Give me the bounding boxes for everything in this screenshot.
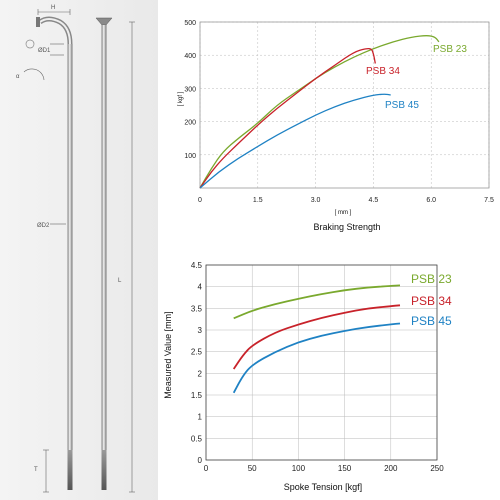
x-tick-label: 7.5 [484, 197, 494, 204]
series-label-psb-34: PSB 34 [366, 66, 400, 77]
y-tick-label: 4.5 [191, 261, 203, 270]
series-line-psb-23 [233, 284, 401, 320]
straight-spoke [95, 17, 113, 490]
series-line-psb-45 [232, 322, 401, 394]
label-alpha: α [16, 74, 20, 80]
y-tick-label: 500 [184, 20, 196, 27]
dimension-lines [23, 9, 135, 493]
series-line-psb-34 [199, 47, 376, 189]
x-tick-label: 100 [292, 464, 306, 473]
j-bend-spoke [36, 16, 73, 490]
series-label-psb-23: PSB 23 [411, 272, 452, 286]
y-tick-label: 200 [184, 120, 196, 127]
braking-strength-plot: 0 1.5 3.0 4.5 6.0 7.5 100 200 300 400 500 PSB 23 PSB… [184, 20, 494, 204]
chart1-ylabel: Measured Value [mm] [163, 311, 173, 398]
series-line-psb-23 [199, 35, 440, 189]
y-tick-label: 4 [198, 283, 203, 292]
label-d2: ØD2 [37, 223, 50, 229]
spoke-diagram-panel: H ØD1 α ØD2 L T [0, 0, 158, 500]
label-h: H [51, 5, 55, 11]
x-tick-label: 0 [204, 464, 209, 473]
y-tick-label: 1 [198, 413, 203, 422]
measured-value-plot: 0 50 100 150 200 250 0 0.5 1 1.5 2 2.5 3 3.5 4 4.5 PSB 2… [191, 261, 452, 473]
y-tick-label: 3.5 [191, 304, 203, 313]
x-tick-label: 150 [338, 464, 352, 473]
y-tick-label: 3 [198, 326, 203, 335]
x-tick-label: 4.5 [369, 197, 379, 204]
x-tick-label: 1.5 [253, 197, 263, 204]
plot-frame [199, 21, 490, 189]
label-d1: ØD1 [38, 48, 51, 54]
x-tick-label: 0 [198, 197, 202, 204]
y-tick-label: 300 [184, 86, 196, 93]
thread-section-left [67, 450, 73, 490]
chart0-xlabel: [ mm ] [335, 210, 352, 216]
d1-indicator-icon [25, 39, 35, 49]
series-label-psb-34: PSB 34 [411, 294, 452, 308]
y-tick-label: 0.5 [191, 434, 203, 443]
chart0-ylabel: [ kgf ] [178, 91, 184, 106]
x-tick-label: 200 [384, 464, 398, 473]
label-l: L [118, 278, 122, 284]
series-label-psb-23: PSB 23 [433, 44, 467, 55]
y-tick-label: 400 [184, 53, 196, 60]
x-tick-label: 50 [248, 464, 257, 473]
series-label-psb-45: PSB 45 [411, 314, 452, 328]
y-tick-label: 2.5 [191, 348, 203, 357]
y-tick-label: 100 [184, 153, 196, 160]
plot-frame [205, 264, 438, 461]
y-tick-label: 2 [198, 369, 203, 378]
x-tick-label: 250 [430, 464, 444, 473]
y-tick-label: 0 [198, 456, 203, 465]
series-line-psb-34 [232, 304, 401, 370]
chart0-title: Braking Strength [313, 222, 380, 232]
series-label-psb-45: PSB 45 [385, 100, 419, 111]
spoke-diagram: H ØD1 α ØD2 L T [16, 5, 135, 493]
y-tick-label: 1.5 [191, 391, 203, 400]
chart1-xlabel: Spoke Tension [kgf] [284, 482, 362, 492]
x-tick-label: 3.0 [311, 197, 321, 204]
x-tick-label: 6.0 [426, 197, 436, 204]
label-t: T [34, 467, 38, 473]
series-line-psb-45 [199, 93, 391, 189]
